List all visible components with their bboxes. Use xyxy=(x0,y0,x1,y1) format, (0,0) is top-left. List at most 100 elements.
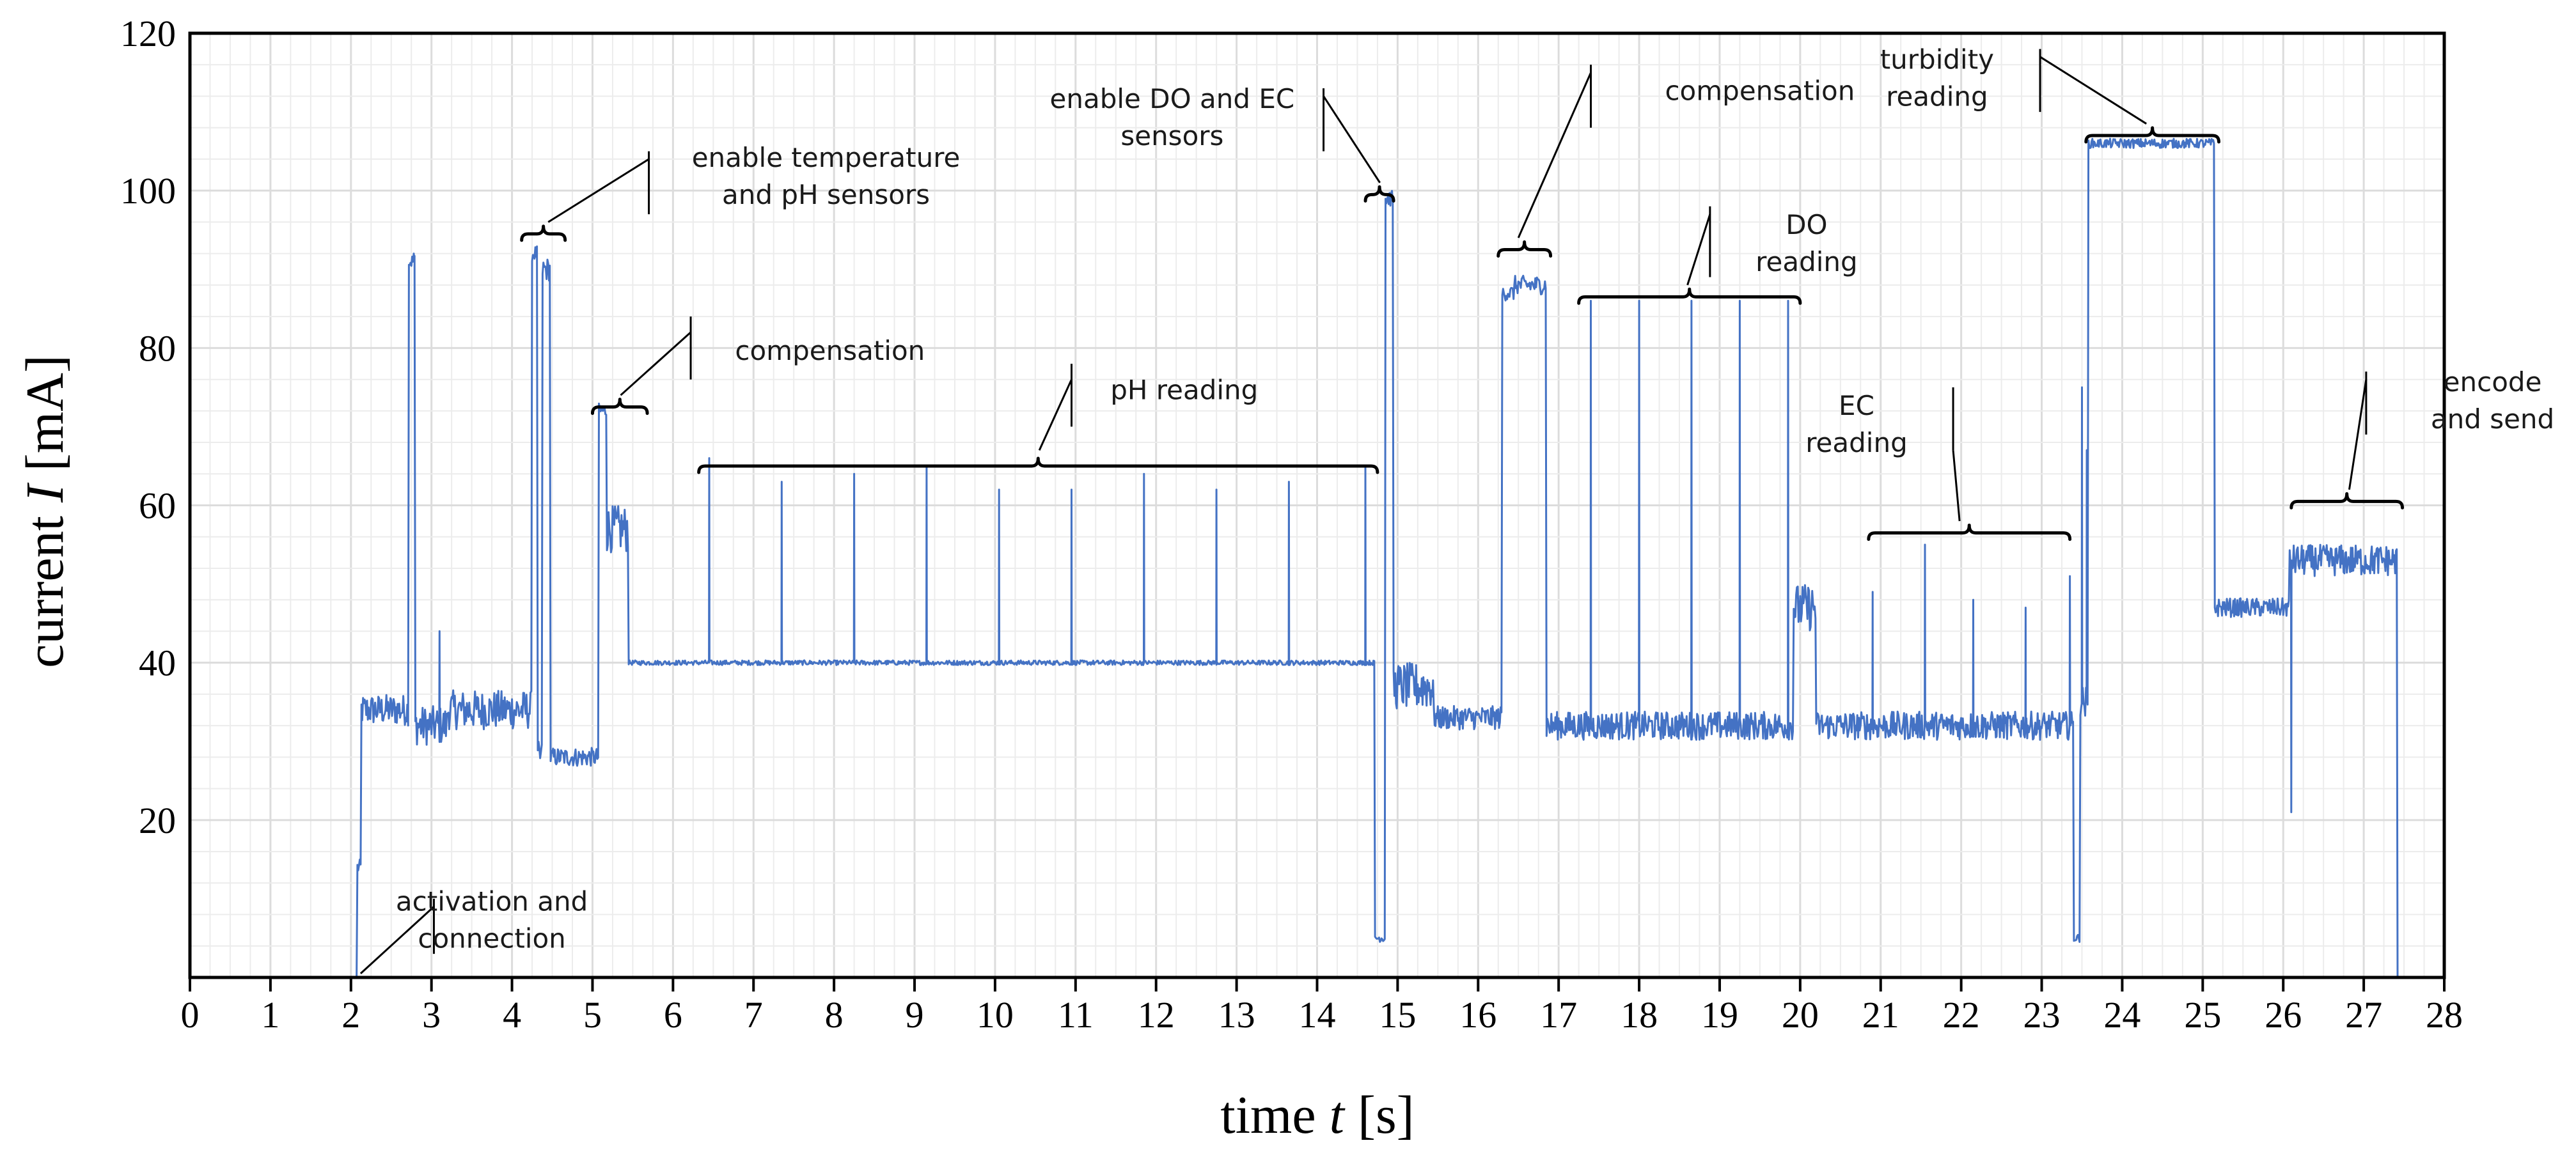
y-tick-label: 100 xyxy=(120,170,176,212)
axis-ticks: 0 1 2 3 4 5 6 7 8 9 10 11 12 13 14 15 16 17 18 19 20 21 22 23 24… xyxy=(120,13,2463,1036)
x-tick-label: 8 xyxy=(825,994,844,1036)
x-tick-label: 27 xyxy=(2345,994,2382,1036)
x-tick-label: 20 xyxy=(1782,994,1819,1036)
x-tick-label: 25 xyxy=(2184,994,2221,1036)
brace-marker xyxy=(697,456,1379,474)
annotation-label: encode and send xyxy=(2431,366,2554,435)
series-line-current xyxy=(189,137,2445,979)
x-tick-label: 5 xyxy=(583,994,602,1036)
leader-line xyxy=(359,906,435,974)
y-tick-label: 60 xyxy=(139,485,176,527)
annotation-ph-reading: pH reading xyxy=(697,363,1379,474)
annotation-label: enable DO and EC sensors xyxy=(1050,83,1295,152)
annotation-label: enable temperature and pH sensors xyxy=(692,142,961,210)
x-tick-label: 18 xyxy=(1621,994,1658,1036)
y-tick-label: 40 xyxy=(139,642,176,684)
annotation-label-line: sensors xyxy=(1120,120,1223,152)
x-tick-label: 26 xyxy=(2265,994,2302,1036)
x-tick-label: 14 xyxy=(1299,994,1336,1036)
x-tick-label: 24 xyxy=(2103,994,2140,1036)
annotation-label-line: compensation xyxy=(735,335,925,366)
annotation-label: activation and connection xyxy=(396,885,588,954)
data-series-layer xyxy=(189,137,2445,979)
x-tick-label: 0 xyxy=(181,994,200,1036)
x-tick-label: 12 xyxy=(1138,994,1175,1036)
annotation-label-line: enable temperature xyxy=(692,142,961,173)
annotation-turbidity-reading: turbidity reading xyxy=(1880,43,2220,144)
leader-line xyxy=(620,331,692,396)
x-axis-title: time t [s] xyxy=(1220,1085,1414,1145)
x-tick-label: 9 xyxy=(906,994,924,1036)
brace-marker xyxy=(1363,185,1395,203)
x-tick-label: 15 xyxy=(1379,994,1416,1036)
annotation-label: compensation xyxy=(735,335,925,366)
leader-line xyxy=(547,158,650,223)
annotation-label-line: pH reading xyxy=(1110,374,1258,405)
annotation-label-line: EC xyxy=(1839,390,1874,421)
annotation-enable-do-ec: enable DO and EC sensors xyxy=(1050,83,1395,203)
annotation-ec-reading: EC reading xyxy=(1805,387,2072,541)
x-tick-label: 7 xyxy=(744,994,763,1036)
x-tick-label: 28 xyxy=(2426,994,2463,1036)
annotation-label-line: reading xyxy=(1755,246,1858,277)
y-tick-label: 120 xyxy=(120,13,176,54)
annotation-compensation-2: compensation xyxy=(1496,65,1855,258)
leader-line xyxy=(1323,95,1381,183)
grid xyxy=(190,33,2444,977)
annotation-enable-temp-ph: enable temperature and pH sensors xyxy=(520,142,961,242)
leader-line xyxy=(1952,450,1961,522)
annotation-activation: activation and connection xyxy=(359,885,588,974)
annotation-label-line: and pH sensors xyxy=(722,179,930,210)
annotation-label-line: turbidity xyxy=(1880,43,1994,75)
x-tick-label: 13 xyxy=(1218,994,1255,1036)
x-tick-label: 19 xyxy=(1701,994,1738,1036)
y-axis-title: current I [mA] xyxy=(15,355,75,668)
x-tick-label: 1 xyxy=(261,994,279,1036)
annotation-compensation-1: compensation xyxy=(590,316,925,416)
x-tick-label: 4 xyxy=(503,994,521,1036)
annotation-encode-send: encode and send xyxy=(2289,366,2554,509)
annotation-label: DO reading xyxy=(1755,209,1858,277)
annotation-layer: activation and connection enable temperatu… xyxy=(359,43,2554,974)
annotation-label: pH reading xyxy=(1110,374,1258,405)
annotation-label-line: compensation xyxy=(1665,75,1855,107)
x-tick-label: 16 xyxy=(1459,994,1496,1036)
annotation-label: turbidity reading xyxy=(1880,43,1994,112)
leader-line xyxy=(1517,72,1592,238)
x-tick-label: 22 xyxy=(1943,994,1980,1036)
annotation-label: compensation xyxy=(1665,75,1855,107)
x-tick-label: 2 xyxy=(342,994,360,1036)
y-tick-label: 80 xyxy=(139,327,176,369)
annotation-label-line: activation and xyxy=(396,885,588,917)
y-tick-label: 20 xyxy=(139,800,176,841)
brace-marker xyxy=(520,224,567,242)
x-tick-label: 6 xyxy=(664,994,682,1036)
x-tick-label: 3 xyxy=(422,994,441,1036)
leader-line xyxy=(1038,378,1072,451)
annotation-label-line: reading xyxy=(1886,81,1988,112)
leader-line xyxy=(2039,56,2147,125)
brace-marker xyxy=(1496,240,1553,258)
annotation-label-line: encode xyxy=(2444,366,2542,398)
x-tick-label: 17 xyxy=(1540,994,1577,1036)
leader-line xyxy=(2348,379,2368,490)
brace-marker xyxy=(1867,524,2072,541)
brace-marker xyxy=(2084,126,2220,144)
annotation-label-line: and send xyxy=(2431,403,2554,435)
x-tick-label: 21 xyxy=(1862,994,1899,1036)
brace-marker xyxy=(1577,287,1802,305)
annotation-label-line: DO xyxy=(1786,209,1827,240)
x-tick-label: 23 xyxy=(2023,994,2061,1036)
annotation-label: EC reading xyxy=(1805,390,1908,458)
brace-marker xyxy=(2289,492,2405,509)
annotation-label-line: enable DO and EC xyxy=(1050,83,1295,114)
annotation-label-line: reading xyxy=(1805,427,1908,458)
x-tick-label: 10 xyxy=(977,994,1014,1036)
brace-marker xyxy=(590,398,649,416)
leader-line xyxy=(1686,214,1711,286)
annotation-label-line: connection xyxy=(418,922,565,954)
x-tick-label: 11 xyxy=(1058,994,1094,1036)
annotation-do-reading: DO reading xyxy=(1577,206,1858,305)
